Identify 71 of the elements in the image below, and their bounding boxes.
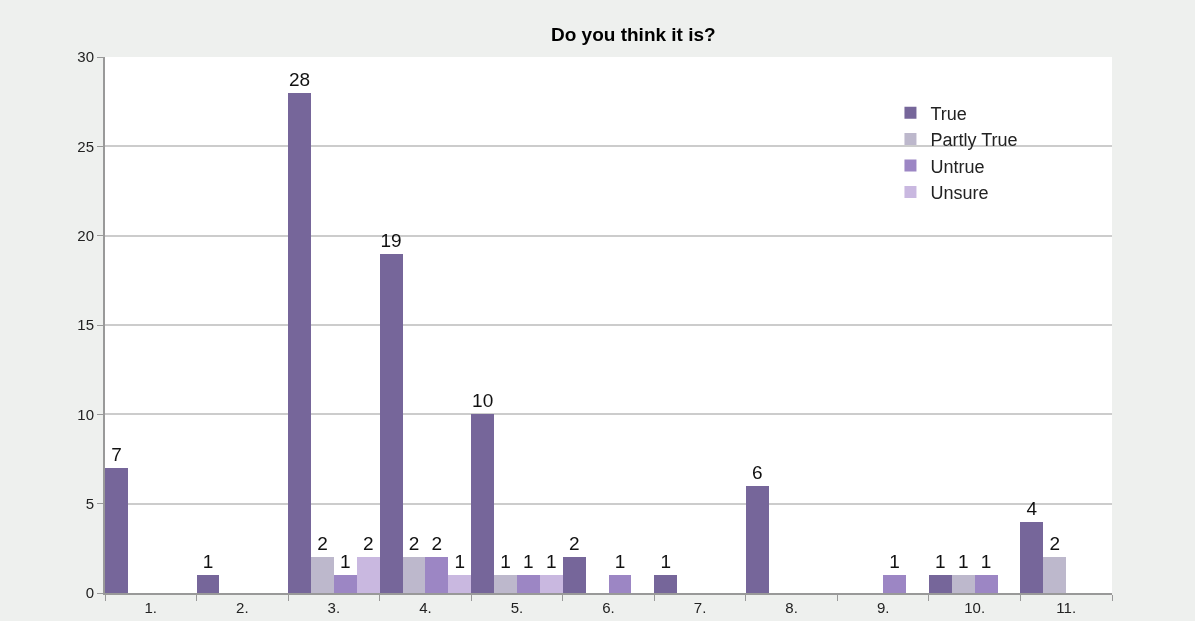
x-tick-label: 11. xyxy=(1056,599,1077,616)
data-label: 1 xyxy=(935,551,946,573)
x-tick-label: 9. xyxy=(876,599,890,616)
bar xyxy=(471,414,495,593)
x-tick-label: 8. xyxy=(785,599,798,616)
y-tick-label: 0 xyxy=(85,584,94,602)
data-label: 6 xyxy=(751,461,763,483)
x-tick-label: 4. xyxy=(419,599,432,616)
x-tick-label: 1. xyxy=(144,599,158,616)
chart-title: Do you think it is? xyxy=(551,24,716,46)
data-label: 1 xyxy=(500,551,511,573)
x-tick-label: 2. xyxy=(236,599,249,616)
data-label: 1 xyxy=(454,551,466,573)
x-tick-label: 7. xyxy=(693,599,707,616)
data-label: 2 xyxy=(431,533,443,555)
bar xyxy=(1020,521,1044,593)
x-tick-label: 6. xyxy=(602,599,615,616)
bar xyxy=(608,575,632,593)
bar xyxy=(1043,557,1067,593)
legend-label: Untrue xyxy=(930,156,985,177)
data-label: 1 xyxy=(889,551,900,573)
data-label: 2 xyxy=(1049,533,1061,555)
data-label: 2 xyxy=(408,533,420,555)
x-tick-label: 10. xyxy=(964,599,986,616)
data-label: 1 xyxy=(980,551,992,573)
bar xyxy=(654,575,678,593)
bar xyxy=(356,557,380,593)
data-label: 1 xyxy=(660,551,671,573)
data-label: 28 xyxy=(288,68,311,90)
y-tick-label: 5 xyxy=(85,494,94,512)
data-label: 2 xyxy=(362,533,374,555)
data-label: 1 xyxy=(202,551,214,573)
y-tick-label: 15 xyxy=(77,316,94,334)
data-label: 2 xyxy=(568,533,580,555)
data-label: 2 xyxy=(317,533,328,555)
bar xyxy=(539,575,563,593)
bar xyxy=(288,92,311,593)
bar xyxy=(310,557,334,593)
bar xyxy=(196,575,220,593)
legend-label: Partly True xyxy=(930,130,1018,151)
y-tick-label: 20 xyxy=(77,226,94,244)
bar xyxy=(402,557,426,593)
bar xyxy=(425,557,449,593)
data-label: 10 xyxy=(472,390,494,412)
data-label: 19 xyxy=(380,229,402,251)
legend-label: Unsure xyxy=(930,182,989,203)
x-tick-label: 3. xyxy=(327,599,341,616)
data-label: 1 xyxy=(340,551,351,573)
y-tick-label: 10 xyxy=(77,405,94,423)
bar xyxy=(951,575,975,593)
bar xyxy=(516,575,540,593)
data-label: 1 xyxy=(523,551,534,573)
data-label: 4 xyxy=(1026,497,1038,519)
bar xyxy=(974,575,998,593)
bar xyxy=(379,253,403,593)
data-label: 1 xyxy=(957,551,969,573)
bar xyxy=(928,575,952,593)
bar xyxy=(883,575,907,593)
bar xyxy=(448,575,472,593)
bar xyxy=(494,575,517,593)
legend-label: True xyxy=(930,103,967,124)
bar xyxy=(105,467,128,593)
x-tick-label: 5. xyxy=(510,599,524,616)
data-label: 1 xyxy=(614,551,626,573)
bar xyxy=(562,557,586,593)
y-tick-label: 30 xyxy=(77,48,94,66)
bar xyxy=(333,575,357,593)
bar xyxy=(745,485,769,593)
y-tick-label: 25 xyxy=(77,137,94,155)
data-label: 1 xyxy=(546,551,557,573)
data-label: 7 xyxy=(111,443,122,465)
